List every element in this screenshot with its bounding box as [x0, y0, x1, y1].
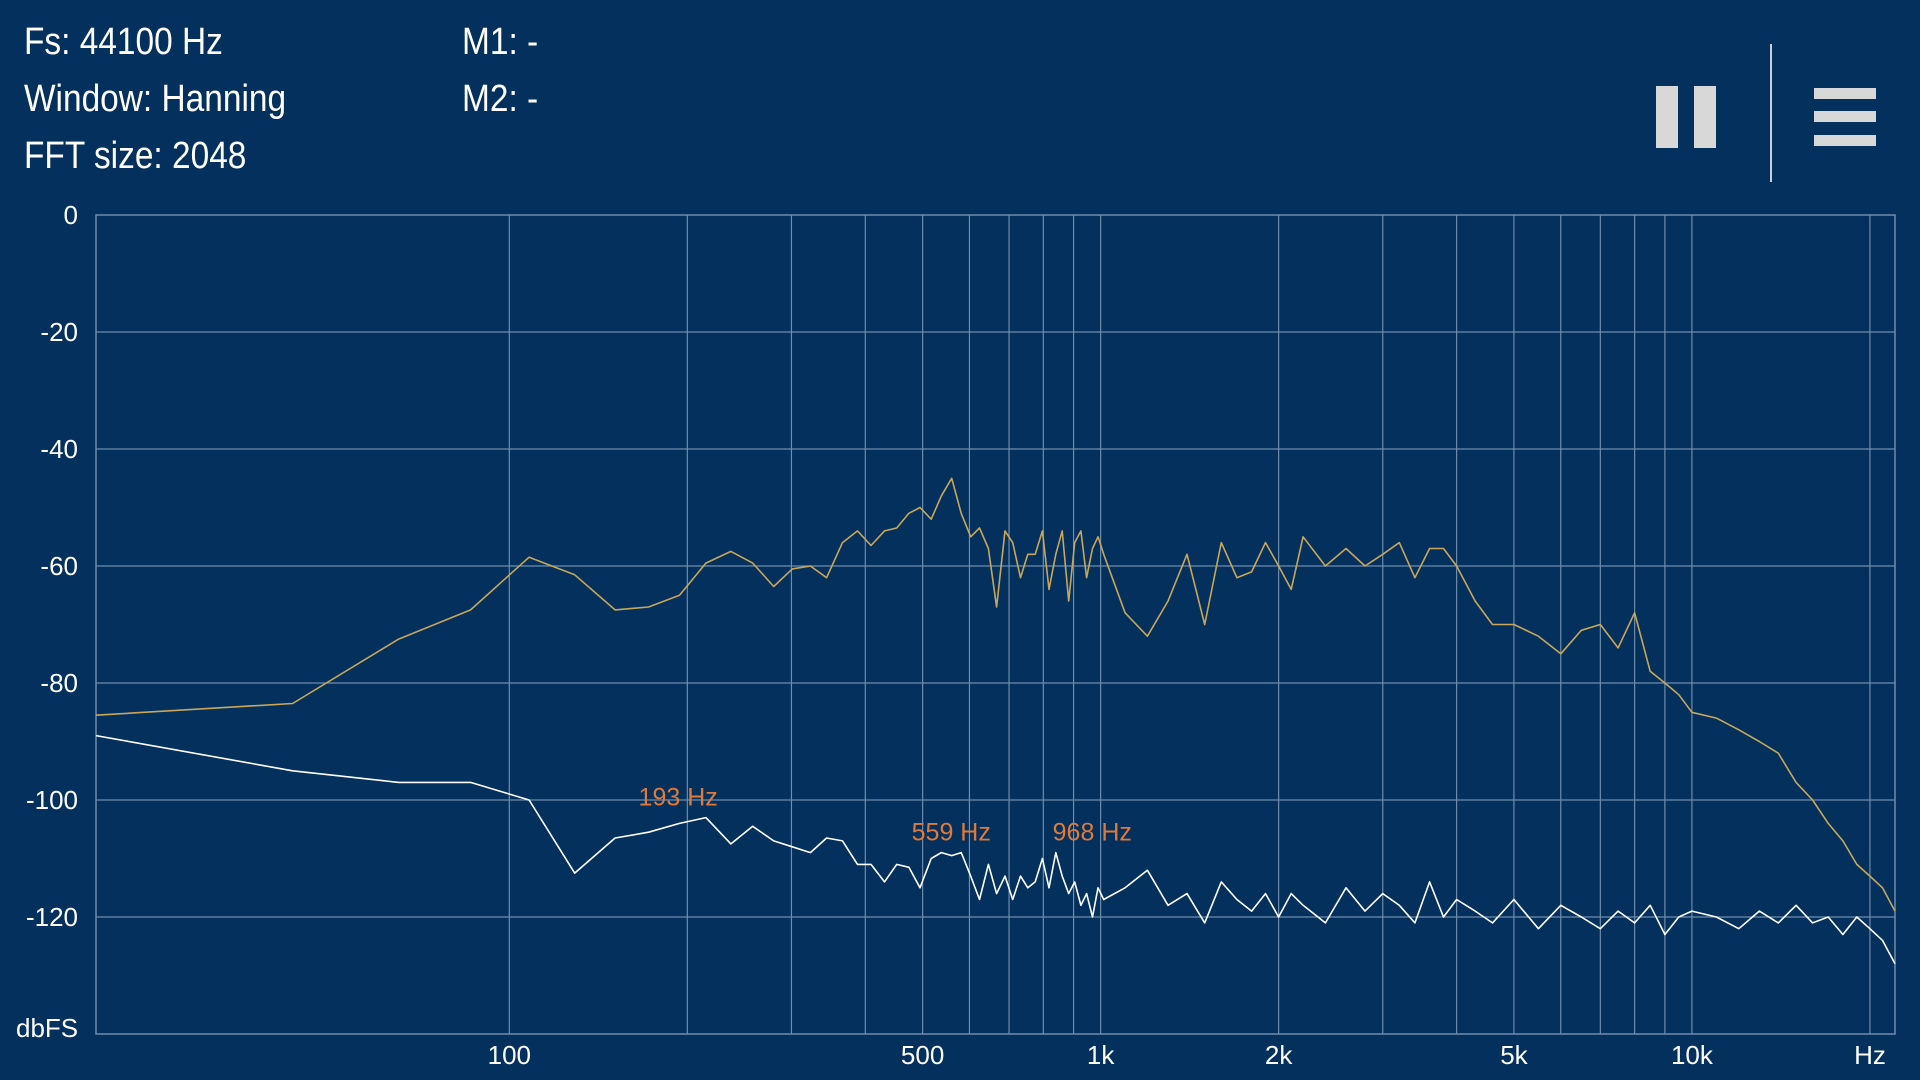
info-panel-left: Fs: 44100 Hz Window: Hanning FFT size: 2…	[24, 14, 286, 185]
y-tick-label: -120	[26, 902, 78, 932]
chart-axis-labels: 0 -20 -40 -60 -80 -100 -120 100 500 1k 2k 5k 10k dbFS…	[16, 200, 1886, 1070]
marker-m1-label: M1: -	[462, 21, 539, 63]
y-tick-label: -100	[26, 785, 78, 815]
pause-button[interactable]	[1654, 86, 1718, 150]
x-tick-label: 500	[901, 1040, 944, 1070]
x-tick-label: 10k	[1671, 1040, 1714, 1070]
y-tick-label: -60	[40, 551, 78, 581]
peak-marker-label: 559 Hz	[912, 819, 991, 847]
y-tick-label: -20	[40, 317, 78, 347]
x-tick-label: 2k	[1265, 1040, 1293, 1070]
sample-rate-label: Fs: 44100 Hz	[24, 21, 223, 63]
y-tick-label: -80	[40, 668, 78, 698]
plot-frame	[95, 214, 1896, 1035]
fft-size-label: FFT size: 2048	[24, 135, 247, 177]
chart-grid	[95, 214, 1896, 1035]
menu-icon-line	[1814, 135, 1876, 146]
y-axis-unit-label: dbFS	[16, 1013, 78, 1043]
toolbar	[1600, 0, 1920, 190]
toolbar-divider	[1770, 44, 1772, 182]
chart-markers: 193 Hz 559 Hz 968 Hz	[639, 784, 1132, 847]
x-tick-label: 100	[488, 1040, 531, 1070]
pause-icon-bar-left	[1656, 86, 1678, 148]
pause-icon-bar-right	[1694, 86, 1716, 148]
chart-series	[95, 477, 1896, 965]
menu-icon-line	[1814, 111, 1876, 122]
x-tick-label: 5k	[1500, 1040, 1528, 1070]
series-line-1	[95, 477, 1896, 912]
marker-m2-label: M2: -	[462, 78, 539, 120]
menu-button[interactable]	[1814, 86, 1878, 150]
x-tick-label: 1k	[1087, 1040, 1115, 1070]
series-line-2	[95, 734, 1896, 965]
menu-icon-line	[1814, 88, 1876, 99]
y-tick-label: 0	[64, 200, 78, 230]
y-tick-label: -40	[40, 434, 78, 464]
info-panel-markers: M1: - M2: -	[462, 14, 538, 128]
peak-marker-label: 193 Hz	[639, 784, 718, 812]
peak-marker-label: 968 Hz	[1053, 819, 1132, 847]
x-axis-unit-label: Hz	[1854, 1040, 1886, 1070]
window-label: Window: Hanning	[24, 78, 287, 120]
